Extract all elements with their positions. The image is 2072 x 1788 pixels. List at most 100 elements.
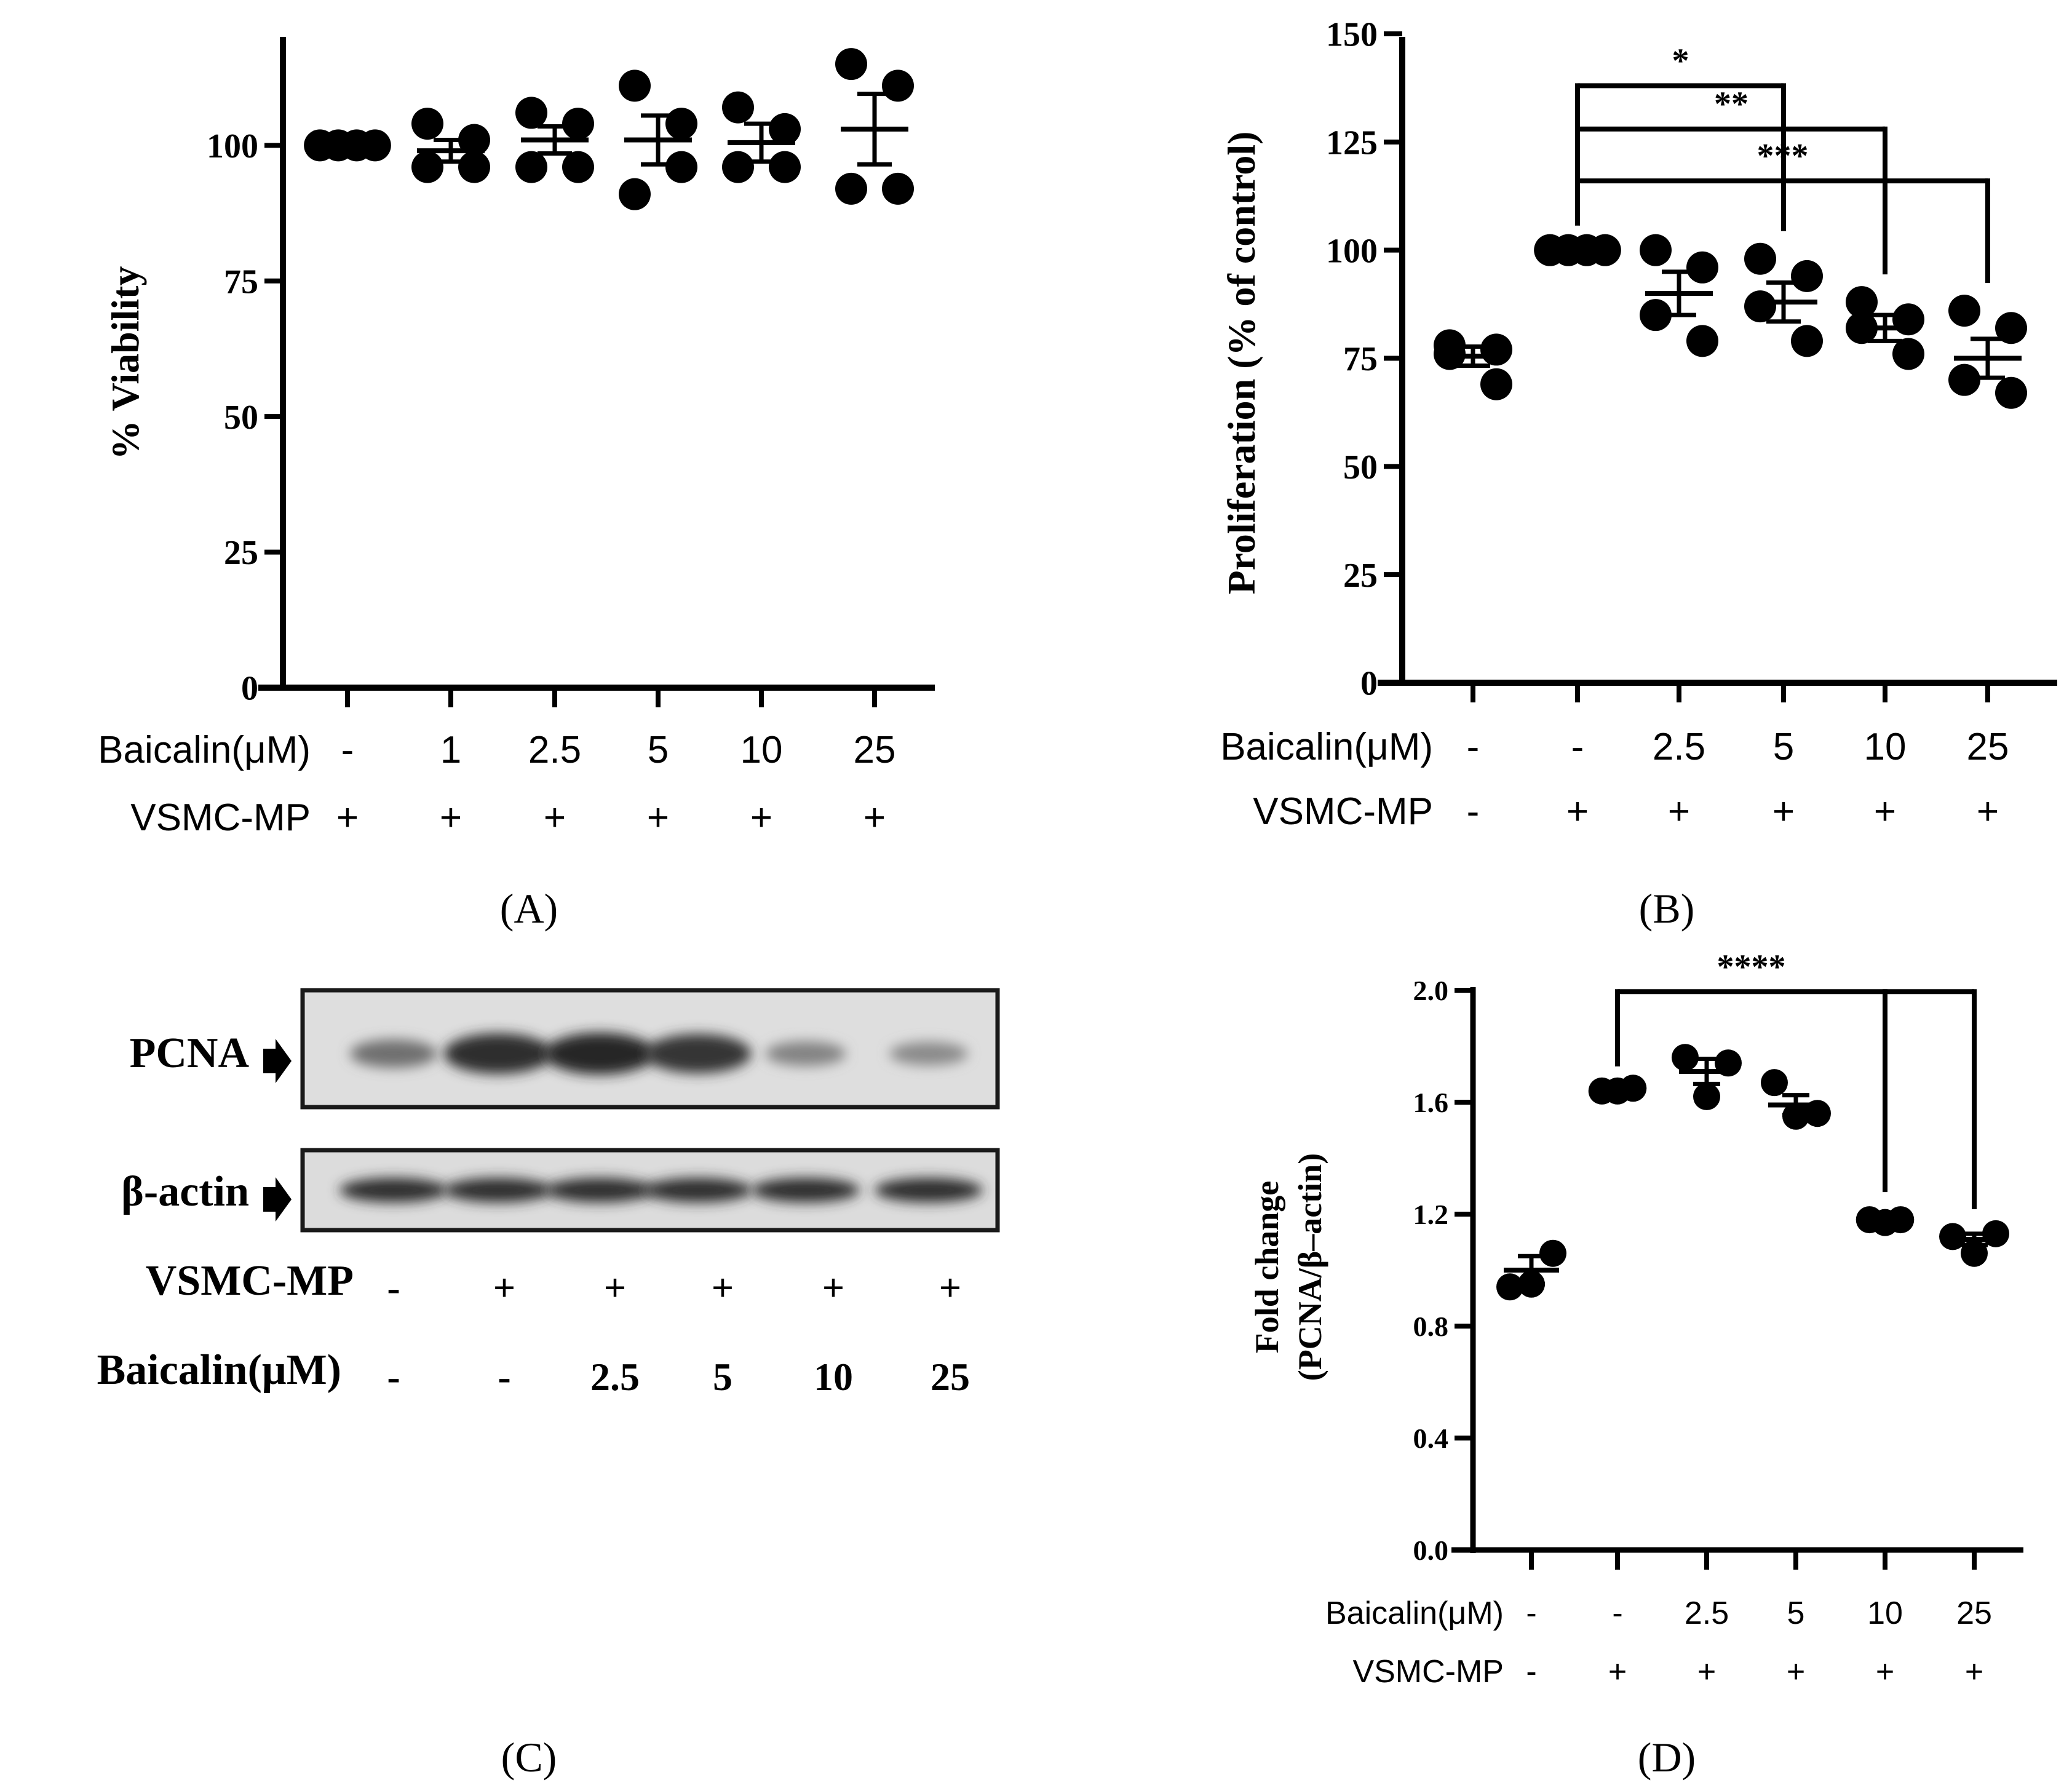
row-value: 2.5 xyxy=(1685,1595,1729,1631)
y-tick-label: 1.2 xyxy=(1413,1199,1449,1230)
row-value: + xyxy=(440,797,462,839)
y-tick-label: 1.6 xyxy=(1413,1087,1449,1118)
data-point xyxy=(562,151,594,183)
y-axis-label: Proliferation (% of control) xyxy=(1220,132,1263,595)
panel-c-western-blot: PCNA β-actin VSMC-MP - + + + + +Baicalin(μM) - -… xyxy=(97,988,1000,1781)
data-point xyxy=(1715,1049,1742,1077)
row-value: + xyxy=(1787,1654,1805,1690)
row-label: VSMC-MP xyxy=(130,797,311,839)
data-marks xyxy=(1496,1044,2009,1301)
row-value: + xyxy=(1876,1654,1894,1690)
y-ticks: 0 25 50 75 100 xyxy=(207,127,877,708)
data-point xyxy=(515,97,547,129)
data-point xyxy=(1480,333,1512,366)
significance-brackets: ****** xyxy=(1575,42,1990,284)
condition-rows: Baicalin(μM) - 1 2.5 5 10 25 VSMC-MP + + + + + + xyxy=(98,729,895,839)
data-point xyxy=(1995,376,2027,409)
data-point xyxy=(882,172,914,205)
y-tick-label: 0.8 xyxy=(1413,1311,1449,1342)
blot-row-value: - xyxy=(387,1266,400,1309)
data-point xyxy=(1995,312,2027,344)
blot-row-label-pcna: PCNA xyxy=(130,1030,250,1077)
data-point xyxy=(835,48,867,81)
blot-row-label: Baicalin(μM) xyxy=(97,1346,341,1394)
row-value: + xyxy=(647,797,669,839)
data-point xyxy=(1939,1223,1966,1250)
blot-row-value: 10 xyxy=(814,1355,853,1399)
blot-row-value: - xyxy=(498,1355,510,1399)
y-tick-label: 50 xyxy=(224,399,258,437)
y-tick-label: 0.4 xyxy=(1413,1423,1449,1454)
data-point xyxy=(1892,303,1924,336)
row-label: Baicalin(μM) xyxy=(1220,726,1433,768)
row-value: + xyxy=(1566,790,1589,833)
data-point xyxy=(1982,1220,2009,1247)
pcna-band xyxy=(889,1042,968,1065)
actin-band xyxy=(752,1178,860,1202)
y-tick-label: 150 xyxy=(1326,16,1378,54)
data-point xyxy=(665,151,697,183)
blot-condition-rows: VSMC-MP - + + + + +Baicalin(μM) - -2.5 5 10 25 xyxy=(97,1257,970,1399)
significance-label: * xyxy=(1672,42,1689,80)
significance-label: **** xyxy=(1717,948,1786,986)
row-value: + xyxy=(336,797,359,839)
data-point xyxy=(1782,1102,1809,1130)
significance-brackets: **** xyxy=(1615,948,1977,1209)
data-point xyxy=(1791,325,1823,357)
pcna-bands xyxy=(350,1033,968,1075)
blot-row-value: + xyxy=(939,1266,961,1309)
blot-row-value: + xyxy=(493,1266,515,1309)
data-point xyxy=(411,108,443,140)
blot-row-value: + xyxy=(822,1266,844,1309)
y-tick-label: 100 xyxy=(1326,232,1378,270)
data-point xyxy=(1961,1239,1988,1267)
row-value: + xyxy=(1608,1654,1627,1690)
row-value: 25 xyxy=(1967,726,2009,768)
data-point xyxy=(1693,1083,1720,1110)
row-value: + xyxy=(1965,1654,1983,1690)
data-point xyxy=(1672,1044,1699,1071)
data-point xyxy=(769,151,801,183)
blot-row-value: + xyxy=(604,1266,626,1309)
row-value: + xyxy=(1874,790,1896,833)
pcna-band xyxy=(645,1034,752,1073)
row-value: - xyxy=(1467,790,1480,833)
y-tick-label: 0 xyxy=(241,670,258,708)
actin-bands xyxy=(339,1178,983,1202)
data-point xyxy=(882,70,914,102)
y-tick-label: 0 xyxy=(1360,665,1378,703)
blot-row-value: 25 xyxy=(931,1355,970,1399)
row-value: 5 xyxy=(648,729,669,771)
row-value: + xyxy=(750,797,772,839)
data-point xyxy=(722,151,754,183)
row-value: + xyxy=(1697,1654,1716,1690)
data-point xyxy=(1892,338,1924,370)
data-point xyxy=(1589,234,1621,266)
pcna-band xyxy=(443,1033,553,1074)
data-point xyxy=(835,172,867,205)
significance-label: ** xyxy=(1714,85,1748,124)
actin-band xyxy=(444,1178,552,1202)
data-point xyxy=(411,151,443,183)
row-value: - xyxy=(1571,726,1584,768)
pcna-band xyxy=(544,1033,655,1075)
y-tick-label: 25 xyxy=(224,534,258,572)
significance-label: *** xyxy=(1757,137,1809,175)
y-tick-label: 75 xyxy=(224,263,258,301)
row-value: - xyxy=(1526,1595,1536,1631)
y-axis-label-line-1: Fold change xyxy=(1248,1181,1285,1354)
data-point xyxy=(1804,1100,1831,1127)
blot-row-value: + xyxy=(712,1266,734,1309)
y-tick-label: 25 xyxy=(1343,557,1378,595)
data-point xyxy=(1686,325,1718,357)
actin-band xyxy=(644,1178,752,1202)
data-point xyxy=(1948,364,1980,396)
y-axis-label: % Viability xyxy=(103,266,147,460)
row-value: 5 xyxy=(1773,726,1794,768)
row-value: + xyxy=(1977,790,1999,833)
data-point xyxy=(1480,368,1512,400)
data-marks xyxy=(1434,234,2027,409)
panel-a-viability-chart: 0 25 50 75 100 Baicalin(μM) - 1 2.5 5 10 25 VSMC-MP… xyxy=(98,37,935,932)
